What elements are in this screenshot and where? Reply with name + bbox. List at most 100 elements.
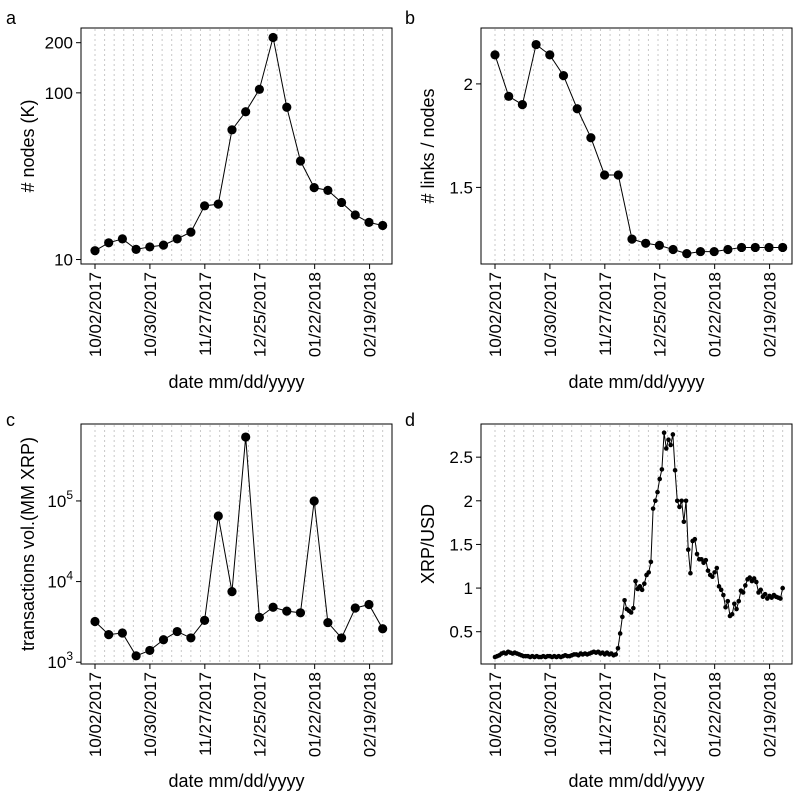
data-point <box>172 234 182 244</box>
x-tick-label: 11/27/2017 <box>196 272 215 356</box>
x-tick-label: 10/30/2017 <box>541 672 560 757</box>
data-point <box>657 476 662 482</box>
data-point <box>241 432 251 442</box>
gridlines <box>494 425 784 663</box>
data-point <box>241 107 251 117</box>
y-tick-label: 1.5 <box>449 178 473 197</box>
y-tick-label: 1.5 <box>449 535 473 554</box>
data-points <box>90 432 388 661</box>
y-axis-title: XRP/USD <box>418 504 438 584</box>
data-point <box>655 489 660 495</box>
gridlines <box>94 425 384 663</box>
data-point <box>199 615 210 625</box>
data-point <box>586 133 596 143</box>
data-point <box>705 568 711 573</box>
data-point <box>764 242 774 253</box>
panel-b: 1.5 2 10/02/2017 10/30/2017 11/27/2017 12/25/… <box>405 8 793 392</box>
data-point <box>780 585 785 591</box>
data-point <box>104 238 114 248</box>
panel-letter: c <box>6 410 15 430</box>
data-point <box>666 437 671 443</box>
x-tick-label: 10/02/2017 <box>486 272 505 357</box>
x-tick-label: 10/30/2017 <box>141 272 160 357</box>
data-point <box>692 536 698 542</box>
gridlines <box>494 29 784 263</box>
data-point <box>734 606 739 612</box>
data-point <box>186 227 196 237</box>
data-point <box>725 598 731 604</box>
data-point <box>628 610 634 615</box>
data-point <box>517 99 527 110</box>
x-tick-label: 10/02/2017 <box>86 272 105 357</box>
x-tick-label: 11/27/2017 <box>196 672 215 756</box>
data-point <box>620 614 625 620</box>
x-tick-label: 01/22/2018 <box>306 672 325 757</box>
x-axis-title: date mm/dd/yyyy <box>568 372 704 392</box>
data-points <box>492 430 785 660</box>
data-point <box>613 652 619 657</box>
plot-frame <box>80 27 393 265</box>
data-point <box>639 587 645 593</box>
data-point <box>323 185 333 195</box>
data-point <box>703 557 709 563</box>
data-point <box>718 587 724 593</box>
x-tick-label: 02/19/2018 <box>361 672 380 757</box>
data-point <box>659 467 665 472</box>
y-tick-label: 2.5 <box>449 448 473 467</box>
data-point <box>683 498 689 504</box>
data-point <box>282 102 292 112</box>
x-tick-label: 12/25/2017 <box>651 672 670 757</box>
y-tick-label: 103 <box>47 649 73 672</box>
x-tick-label: 12/25/2017 <box>251 672 270 757</box>
data-point <box>677 504 682 510</box>
data-point <box>531 39 541 50</box>
data-point <box>309 496 319 506</box>
data-point <box>199 201 210 211</box>
data-point <box>227 587 237 597</box>
data-point <box>336 197 347 208</box>
panel-letter: b <box>405 8 415 28</box>
x-axis-title: date mm/dd/yyyy <box>168 771 304 791</box>
data-point <box>268 32 278 43</box>
series-line <box>94 37 383 252</box>
data-point <box>295 608 306 618</box>
data-point <box>172 626 182 637</box>
data-point <box>622 597 627 603</box>
data-point <box>778 596 783 601</box>
data-point <box>695 246 706 257</box>
x-tick-label: 10/02/2017 <box>486 672 505 757</box>
data-point <box>732 601 737 607</box>
data-point <box>654 240 664 250</box>
data-point <box>145 242 155 252</box>
data-point <box>778 242 788 253</box>
data-point <box>282 606 292 616</box>
x-tick-label: 10/02/2017 <box>86 672 105 757</box>
data-point <box>350 210 360 220</box>
data-point <box>714 565 720 571</box>
x-tick-label: 01/22/2018 <box>706 672 725 757</box>
data-point <box>721 592 726 598</box>
data-point <box>631 605 636 611</box>
data-point <box>747 575 753 580</box>
data-point <box>158 635 169 645</box>
data-point <box>710 574 715 580</box>
data-point <box>750 242 760 253</box>
x-tick-label: 02/19/2018 <box>761 672 780 757</box>
x-tick-label: 12/25/2017 <box>251 272 270 357</box>
data-point <box>268 602 278 612</box>
data-point <box>681 519 687 525</box>
y-axis-title: transactions vol.(MM XRP) <box>18 437 38 651</box>
panel-letter: a <box>6 8 17 28</box>
data-point <box>615 645 621 651</box>
data-point <box>679 498 684 504</box>
data-point <box>646 570 652 575</box>
plot-frame <box>80 423 393 665</box>
x-tick-label: 11/27/2017 <box>596 272 615 356</box>
data-point <box>364 599 374 610</box>
data-point <box>743 583 748 588</box>
data-point <box>694 551 700 557</box>
data-point <box>668 244 678 255</box>
data-point <box>633 578 638 584</box>
data-point <box>254 84 264 94</box>
plot-frame <box>480 423 793 665</box>
